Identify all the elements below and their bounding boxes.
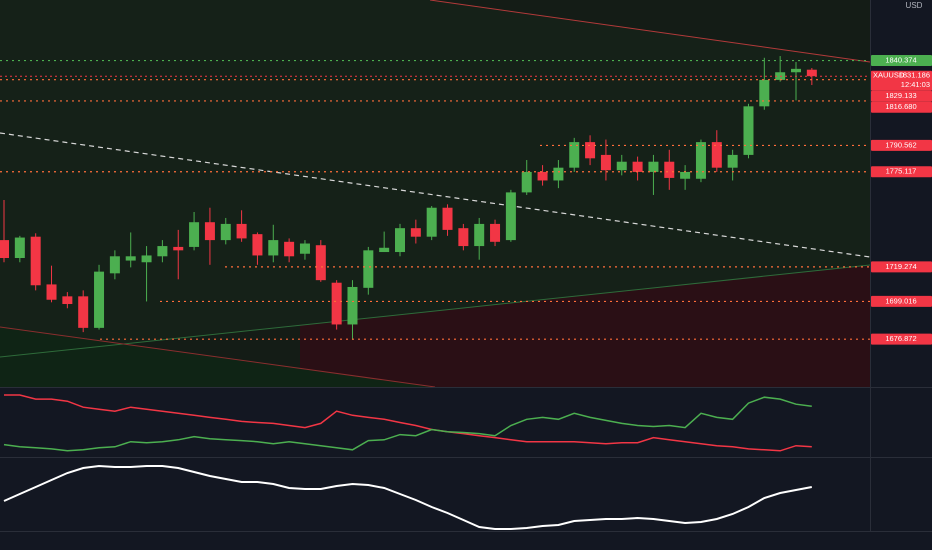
candle-body: [395, 228, 405, 253]
candle-body: [347, 286, 358, 325]
price-tag-label: 1719.274: [885, 262, 916, 271]
candle-body: [727, 154, 738, 168]
trend-line: [0, 264, 871, 358]
candle-body: [743, 106, 754, 155]
candle-body: [553, 167, 564, 181]
price-tag: [871, 90, 932, 102]
candle-body: [204, 222, 215, 241]
candle-body: [125, 256, 136, 261]
price-tag-label: 1816.680: [885, 102, 916, 111]
countdown-label: 12:41:03: [901, 80, 930, 89]
price-tag-label: 1699.016: [885, 296, 916, 305]
trend-line: [0, 132, 871, 258]
price-tag: [871, 139, 932, 151]
indicator-line: [3, 396, 812, 452]
candle-body: [680, 171, 691, 179]
dmi-panel-bg: [0, 388, 870, 457]
candle-body: [711, 142, 722, 168]
candle-body: [426, 207, 437, 237]
price-tag: [871, 261, 932, 273]
candle-body: [30, 236, 41, 286]
candle-body: [648, 161, 659, 172]
candle-body: [78, 296, 89, 328]
price-tag: [871, 101, 932, 113]
candle-body: [284, 241, 295, 257]
candle-body: [490, 223, 501, 242]
candle-body: [268, 240, 279, 256]
candle-body: [759, 79, 770, 107]
price-tag-label: 1775.117: [886, 167, 917, 176]
candle-body: [442, 207, 453, 230]
candle-body: [537, 171, 548, 181]
price-tag: [871, 166, 932, 178]
candle-body: [616, 161, 627, 171]
candle-body: [109, 256, 120, 274]
candle-body: [632, 161, 643, 172]
candle-body: [474, 223, 485, 247]
rsi-panel-bg: [0, 458, 870, 531]
candle-body: [14, 237, 25, 258]
candle-body: [585, 142, 596, 159]
candle-body: [94, 271, 105, 328]
candle-body: [299, 243, 310, 254]
price-tag: [871, 70, 932, 91]
price-tag: [871, 295, 932, 307]
trend-line: [429, 0, 871, 63]
candle-body: [189, 222, 200, 247]
candle-body: [363, 250, 374, 288]
price-tag-label: 1831.186: [899, 71, 930, 80]
candle-body: [806, 69, 817, 77]
candle-body: [379, 247, 390, 253]
marks: [0, 56, 870, 530]
candle-body: [173, 246, 184, 251]
price-tag-label: 1676.872: [885, 334, 916, 343]
candle-body: [220, 223, 231, 241]
price-tag-label: 1840.374: [885, 56, 916, 65]
symbol-label: XAUUSD: [873, 71, 905, 80]
candle-body: [62, 296, 73, 305]
candle-body: [695, 142, 706, 179]
price-tag-label: 1829.133: [885, 91, 916, 100]
price-tag: [871, 333, 932, 345]
candle-body: [458, 228, 469, 247]
candle-body: [791, 68, 801, 73]
trend-line: [0, 326, 436, 388]
candle-body: [521, 171, 532, 193]
candle-body: [252, 234, 263, 256]
candle-body: [157, 246, 168, 257]
currency-label: USD: [906, 1, 923, 10]
candle-body: [569, 142, 580, 168]
channel-shade: [0, 0, 870, 357]
candle-body: [141, 255, 152, 263]
price-tag: [871, 55, 932, 67]
indicator-line: [3, 464, 812, 530]
candle-body: [331, 282, 342, 325]
candle-body: [0, 240, 9, 258]
candle-body: [236, 223, 247, 239]
price-tag-label: 1790.562: [885, 140, 916, 149]
red-zone-shade: [300, 265, 870, 387]
candle-body: [315, 245, 326, 281]
candle-body: [410, 228, 421, 237]
indicator-line: [4, 394, 812, 452]
candle-body: [505, 192, 516, 241]
candle-body: [46, 284, 57, 300]
candle-body: [664, 161, 675, 178]
candle-body: [600, 154, 611, 171]
